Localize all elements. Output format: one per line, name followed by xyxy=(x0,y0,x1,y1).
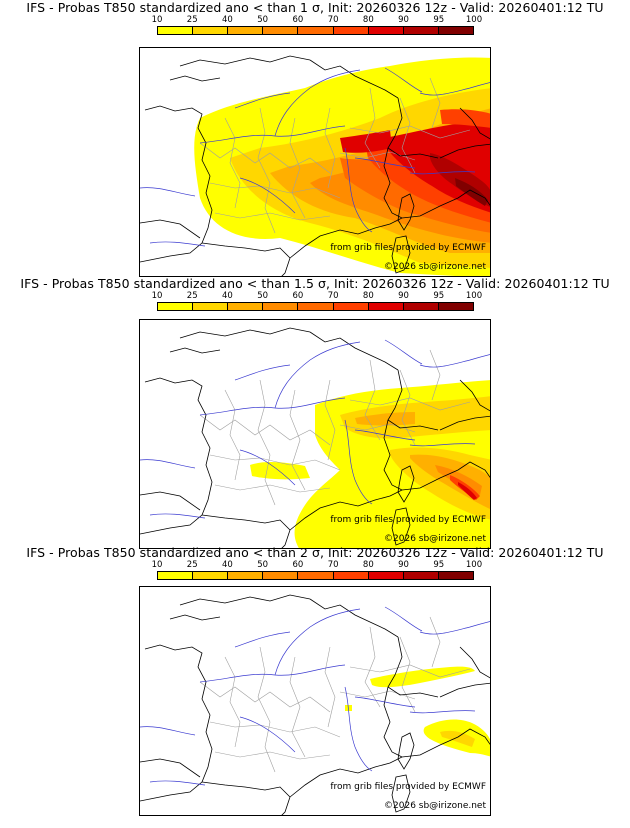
colorbar-swatch xyxy=(228,572,264,579)
colorbar-ticks: 10 25 40 50 60 70 80 90 95 100 xyxy=(152,15,483,26)
colorbar-tick: 100 xyxy=(465,560,483,570)
colorbar-tick: 100 xyxy=(465,291,483,301)
colorbar-swatch xyxy=(403,27,439,34)
colorbar-swatch xyxy=(193,27,229,34)
panel-title: IFS - Probas T850 standardized ano < tha… xyxy=(26,0,604,15)
colorbar-tick: 95 xyxy=(433,560,445,570)
colorbar-legend xyxy=(157,571,474,580)
colorbar-swatch xyxy=(228,303,264,310)
colorbar-tick: 60 xyxy=(292,291,304,301)
map-frame: from grib files provided by ECMWF ©2026 … xyxy=(139,47,491,277)
colorbar-tick: 80 xyxy=(362,15,374,25)
colorbar-swatch xyxy=(298,303,334,310)
copyright-credit: ©2026 sb@irizone.net xyxy=(384,262,486,272)
colorbar-tick: 10 xyxy=(151,291,163,301)
colorbar-ticks: 10 25 40 50 60 70 80 90 95 100 xyxy=(152,560,483,571)
colorbar-tick: 90 xyxy=(398,291,409,301)
colorbar-tick: 80 xyxy=(362,560,374,570)
colorbar-tick: 25 xyxy=(186,15,198,25)
colorbar-tick: 90 xyxy=(398,15,409,25)
panel-title: IFS - Probas T850 standardized ano < tha… xyxy=(20,276,610,291)
colorbar-tick: 40 xyxy=(222,15,233,25)
colorbar-tick: 50 xyxy=(257,15,269,25)
colorbar-tick: 60 xyxy=(292,15,304,25)
colorbar-tick: 40 xyxy=(222,291,233,301)
colorbar-tick: 10 xyxy=(151,15,163,25)
colorbar-tick: 70 xyxy=(327,291,339,301)
colorbar-tick: 95 xyxy=(433,15,445,25)
colorbar-swatch xyxy=(403,572,439,579)
colorbar-swatch xyxy=(403,303,439,310)
map-frame: from grib files provided by ECMWF ©2026 … xyxy=(139,319,491,549)
colorbar-tick: 50 xyxy=(257,560,269,570)
colorbar-swatch xyxy=(158,303,194,310)
probability-field-map xyxy=(140,327,490,548)
colorbar-tick: 50 xyxy=(257,291,269,301)
probability-field-map xyxy=(140,594,490,815)
colorbar-swatch xyxy=(158,27,194,34)
colorbar-swatch xyxy=(368,572,404,579)
probability-map-panel-2: IFS - Probas T850 standardized ano < tha… xyxy=(0,276,630,549)
colorbar-legend xyxy=(157,26,474,35)
colorbar-swatch xyxy=(333,572,369,579)
colorbar-tick: 40 xyxy=(222,560,233,570)
colorbar-swatch xyxy=(368,303,404,310)
colorbar-legend xyxy=(157,302,474,311)
colorbar-swatch xyxy=(333,27,369,34)
probability-map-panel-1: IFS - Probas T850 standardized ano < tha… xyxy=(0,0,630,277)
colorbar-swatch xyxy=(438,27,473,34)
map-frame: from grib files provided by ECMWF ©2026 … xyxy=(139,586,491,816)
colorbar-tick: 95 xyxy=(433,291,445,301)
colorbar-swatch xyxy=(438,572,473,579)
colorbar-swatch xyxy=(298,27,334,34)
colorbar-swatch xyxy=(368,27,404,34)
colorbar-tick: 25 xyxy=(186,560,198,570)
copyright-credit: ©2026 sb@irizone.net xyxy=(384,801,486,811)
source-credit: from grib files provided by ECMWF xyxy=(330,782,486,792)
colorbar-swatch xyxy=(263,27,299,34)
colorbar-tick: 90 xyxy=(398,560,409,570)
colorbar-tick: 100 xyxy=(465,15,483,25)
colorbar-tick: 70 xyxy=(327,560,339,570)
probability-field-map xyxy=(140,55,490,276)
probability-map-panel-3: IFS - Probas T850 standardized ano < tha… xyxy=(0,545,630,817)
colorbar-tick: 80 xyxy=(362,291,374,301)
colorbar-tick: 70 xyxy=(327,15,339,25)
panel-title: IFS - Probas T850 standardized ano < tha… xyxy=(26,545,604,560)
colorbar-swatch xyxy=(158,572,194,579)
colorbar-swatch xyxy=(263,303,299,310)
colorbar-swatch xyxy=(193,572,229,579)
colorbar-swatch xyxy=(298,572,334,579)
probability-shading xyxy=(345,666,490,757)
colorbar-tick: 10 xyxy=(151,560,163,570)
colorbar-swatch xyxy=(263,572,299,579)
colorbar-swatch xyxy=(193,303,229,310)
colorbar-swatch xyxy=(438,303,473,310)
copyright-credit: ©2026 sb@irizone.net xyxy=(384,534,486,544)
colorbar-swatch xyxy=(228,27,264,34)
colorbar-tick: 25 xyxy=(186,291,198,301)
colorbar-swatch xyxy=(333,303,369,310)
colorbar-ticks: 10 25 40 50 60 70 80 90 95 100 xyxy=(152,291,483,302)
probability-shading xyxy=(194,57,490,276)
colorbar-tick: 60 xyxy=(292,560,304,570)
source-credit: from grib files provided by ECMWF xyxy=(330,243,486,253)
source-credit: from grib files provided by ECMWF xyxy=(330,515,486,525)
